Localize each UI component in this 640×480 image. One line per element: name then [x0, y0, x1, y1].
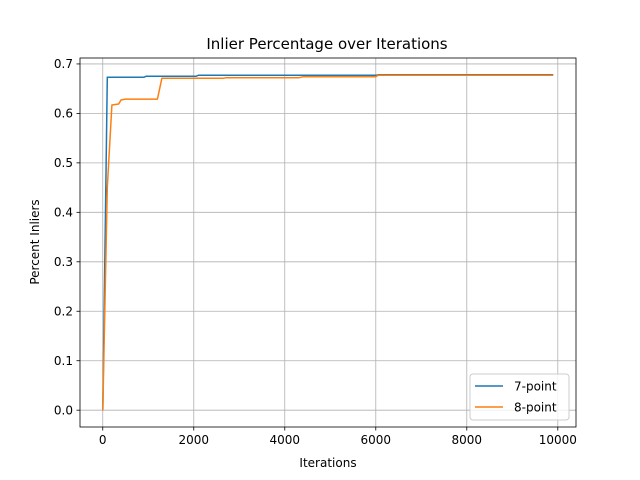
x-tick-label: 4000: [269, 433, 300, 447]
ticks: 0 2000 4000 6000 8000 10000 0.0 0.1 0.2 0.3 0.4 0.5…: [54, 57, 577, 447]
x-axis-label: Iterations: [299, 456, 356, 470]
legend-label: 8-point: [514, 400, 557, 414]
x-tick-label: 8000: [452, 433, 483, 447]
x-tick-label: 10000: [539, 433, 577, 447]
plot-frame: [79, 57, 577, 428]
legend-label: 7-point: [514, 379, 557, 393]
series-layer: [102, 74, 554, 411]
chart-title: Inlier Percentage over Iterations: [206, 35, 447, 53]
y-tick-label: 0.5: [54, 156, 73, 170]
grid: [80, 58, 576, 427]
y-tick-label: 0.3: [54, 255, 73, 269]
y-tick-label: 0.0: [54, 403, 73, 417]
y-tick-label: 0.4: [54, 206, 73, 220]
y-tick-label: 0.7: [54, 57, 73, 71]
y-tick-label: 0.6: [54, 107, 73, 121]
x-tick-label: 0: [99, 433, 107, 447]
y-tick-label: 0.1: [54, 354, 73, 368]
y-tick-label: 0.2: [54, 305, 73, 319]
y-axis-label: Percent Inliers: [28, 199, 42, 284]
x-tick-label: 2000: [178, 433, 209, 447]
series-line-1: [102, 74, 554, 411]
legend: 7-point 8-point: [469, 373, 570, 421]
series-line-2: [102, 74, 554, 411]
x-tick-label: 6000: [361, 433, 392, 447]
